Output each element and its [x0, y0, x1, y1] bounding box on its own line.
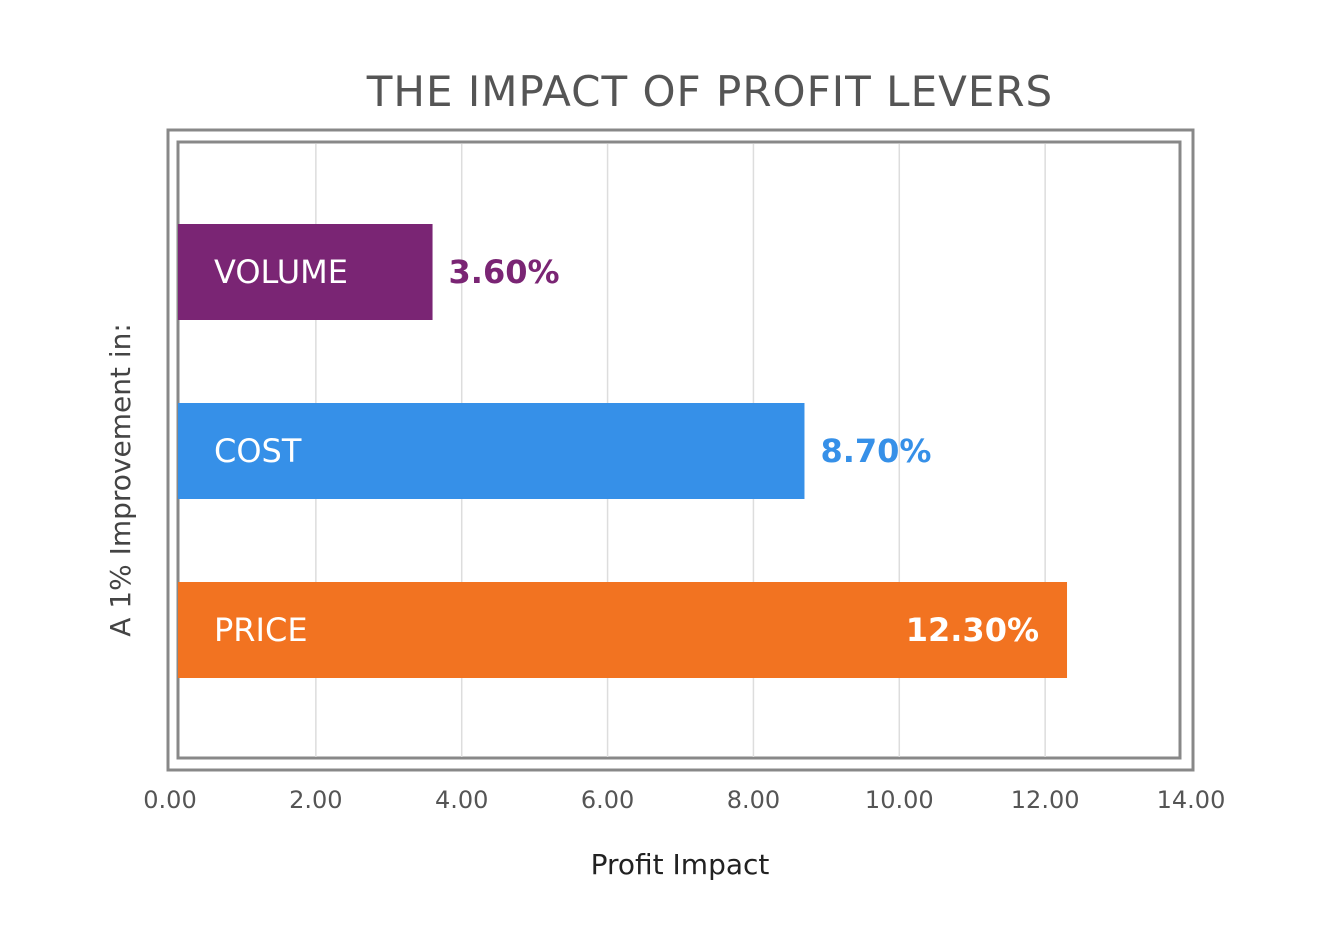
x-tick-label: 10.00 — [865, 786, 934, 814]
bar-category-label: VOLUME — [214, 253, 348, 291]
x-tick-label: 0.00 — [143, 786, 196, 814]
x-axis-label: Profit Impact — [591, 848, 770, 881]
bar-category-label: PRICE — [214, 611, 308, 649]
chart-title: THE IMPACT OF PROFIT LEVERS — [366, 67, 1053, 116]
x-tick-label: 14.00 — [1157, 786, 1226, 814]
x-tick-label: 2.00 — [289, 786, 342, 814]
bar-value-label: 3.60% — [449, 253, 560, 291]
x-tick-label: 8.00 — [727, 786, 780, 814]
bar-value-label: 12.30% — [906, 611, 1039, 649]
bar-labels: VOLUME COST PRICE — [214, 253, 348, 649]
bars — [178, 224, 1068, 678]
bar-value-label: 8.70% — [820, 432, 931, 470]
value-labels: 3.60% 8.70% 12.30% — [449, 253, 1039, 649]
x-axis-ticks: 0.00 2.00 4.00 6.00 8.00 10.00 12.00 14.00 — [143, 786, 1225, 814]
x-tick-label: 4.00 — [435, 786, 488, 814]
plot-outer-frame — [166, 128, 1195, 772]
bar-category-label: COST — [214, 432, 302, 470]
bar-price — [178, 582, 1068, 678]
y-axis-label: A 1% Improvement in: — [104, 323, 137, 637]
x-tick-label: 12.00 — [1011, 786, 1080, 814]
x-tick-label: 6.00 — [581, 786, 634, 814]
bar-volume — [178, 224, 433, 320]
bar-cost — [178, 403, 805, 499]
